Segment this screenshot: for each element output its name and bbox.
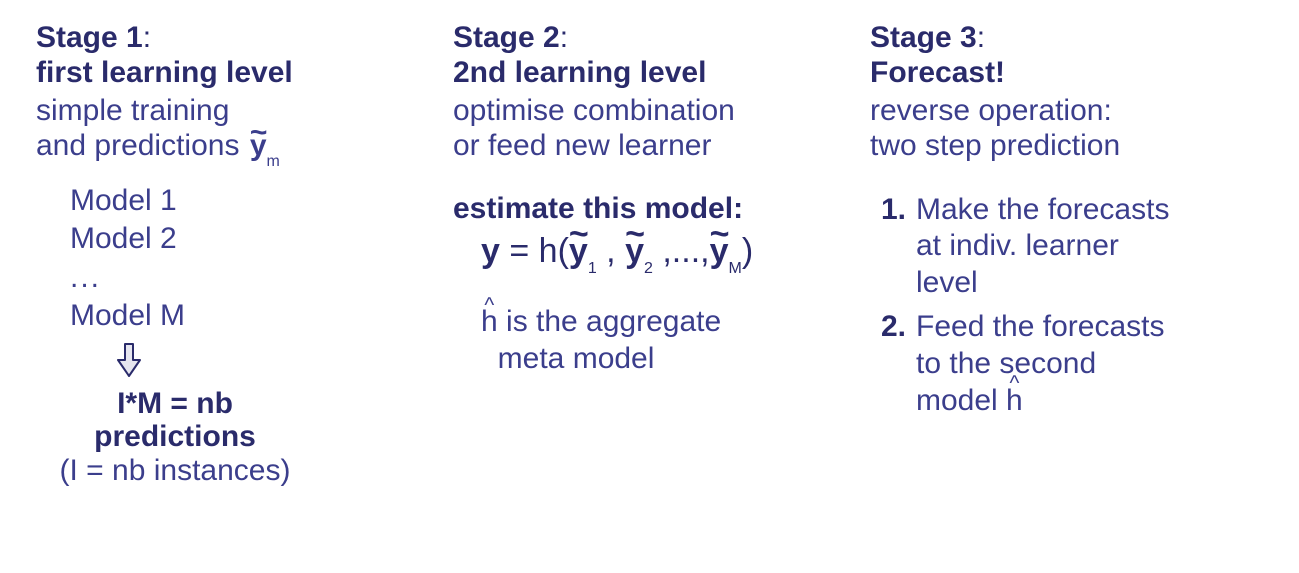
- step-1-num: 1.: [870, 192, 916, 302]
- subscript-m: m: [267, 153, 280, 172]
- aggregate-note: ^h is the aggregate meta model: [481, 304, 846, 377]
- step-2-num: 2.: [870, 309, 916, 419]
- h-hat-2: ^h: [1006, 383, 1023, 420]
- stage-3-desc-line2: two step prediction: [870, 129, 1120, 162]
- tilde: ~: [710, 215, 730, 254]
- down-arrow-row: [116, 342, 429, 383]
- sub-2: 2: [644, 260, 653, 278]
- step-1-line3: level: [916, 266, 978, 299]
- three-stage-diagram: Stage 1: first learning level simple tra…: [0, 0, 1299, 573]
- sub-1: 1: [588, 260, 597, 278]
- pred-line1: I*M = nb: [30, 387, 320, 421]
- pred-line2: predictions: [30, 420, 320, 454]
- y-tilde-2: ~y: [625, 232, 644, 271]
- stage-1-label: Stage 1: [36, 21, 143, 54]
- h-hat: ^h: [481, 304, 498, 341]
- stage-1-desc: simple training and predictions ~ym: [36, 93, 429, 168]
- agg-line1-suffix: is the aggregate: [498, 305, 722, 338]
- y-tilde-m: ~y: [250, 128, 267, 163]
- stage-3-title: Forecast!: [870, 55, 1263, 90]
- step-2-line1: Feed the forecasts: [916, 310, 1164, 343]
- hat-mark: ^: [484, 293, 494, 319]
- sep1: ,: [597, 232, 625, 270]
- tilde-mark: ~: [250, 115, 268, 150]
- model-dots: ...: [70, 259, 429, 297]
- stage-2-column: Stage 2: 2nd learning level optimise com…: [441, 20, 858, 573]
- colon: :: [560, 21, 568, 54]
- stage-2-desc-line2: or feed new learner: [453, 129, 712, 162]
- step-2: 2. Feed the forecasts to the second mode…: [870, 309, 1263, 419]
- stage-1-desc-line1: simple training: [36, 94, 229, 127]
- stage-3-desc: reverse operation: two step prediction: [870, 93, 1263, 164]
- stage-1-header: Stage 1: first learning level: [36, 20, 429, 91]
- down-arrow-icon: [116, 342, 142, 378]
- stage-2-desc-line1: optimise combination: [453, 94, 735, 127]
- arrow-path: [118, 344, 140, 376]
- step-2-text: Feed the forecasts to the second model ^…: [916, 309, 1263, 419]
- stage-3-desc-line1: reverse operation:: [870, 94, 1112, 127]
- formula-eq: = h(: [500, 232, 569, 270]
- y-tilde-1: ~y: [569, 232, 588, 271]
- sep2: ,...,: [653, 232, 710, 270]
- close-paren: ): [742, 232, 753, 270]
- step-2-line3-prefix: model: [916, 384, 1006, 417]
- stage-2-desc: optimise combination or feed new learner: [453, 93, 846, 164]
- colon: :: [143, 21, 151, 54]
- step-1: 1. Make the forecasts at indiv. learner …: [870, 192, 1263, 302]
- tilde: ~: [569, 215, 589, 254]
- stage-3-header: Stage 3: Forecast!: [870, 20, 1263, 91]
- tilde: ~: [625, 215, 645, 254]
- step-1-line1: Make the forecasts: [916, 193, 1169, 226]
- colon: :: [977, 21, 985, 54]
- model-list: Model 1 Model 2 ... Model M: [70, 182, 429, 336]
- step-1-text: Make the forecasts at indiv. learner lev…: [916, 192, 1263, 302]
- stage-2-title: 2nd learning level: [453, 55, 846, 90]
- stage-3-label: Stage 3: [870, 21, 977, 54]
- formula-lhs: y: [481, 232, 500, 270]
- stage-1-title: first learning level: [36, 55, 429, 90]
- sub-M: M: [729, 260, 742, 278]
- model-formula: y = h(~y1 , ~y2 ,...,~yM): [481, 232, 846, 275]
- agg-line2: meta model: [498, 342, 655, 375]
- stage-3-column: Stage 3: Forecast! reverse operation: tw…: [858, 20, 1275, 573]
- y-tilde-M: ~y: [710, 232, 729, 271]
- pred-note: (I = nb instances): [30, 454, 320, 488]
- step-2-line2: to the second: [916, 347, 1096, 380]
- stage-3-steps: 1. Make the forecasts at indiv. learner …: [870, 192, 1263, 420]
- model-M: Model M: [70, 297, 429, 335]
- stage-2-label: Stage 2: [453, 21, 560, 54]
- stage-2-header: Stage 2: 2nd learning level: [453, 20, 846, 91]
- stage-1-desc-line2-prefix: and predictions: [36, 129, 248, 162]
- stage-1-column: Stage 1: first learning level simple tra…: [24, 20, 441, 573]
- step-1-line2: at indiv. learner: [916, 229, 1119, 262]
- hat-mark-2: ^: [1009, 371, 1019, 397]
- model-2: Model 2: [70, 220, 429, 258]
- predictions-block: I*M = nb predictions (I = nb instances): [30, 387, 320, 488]
- model-1: Model 1: [70, 182, 429, 220]
- estimate-heading: estimate this model:: [453, 192, 846, 226]
